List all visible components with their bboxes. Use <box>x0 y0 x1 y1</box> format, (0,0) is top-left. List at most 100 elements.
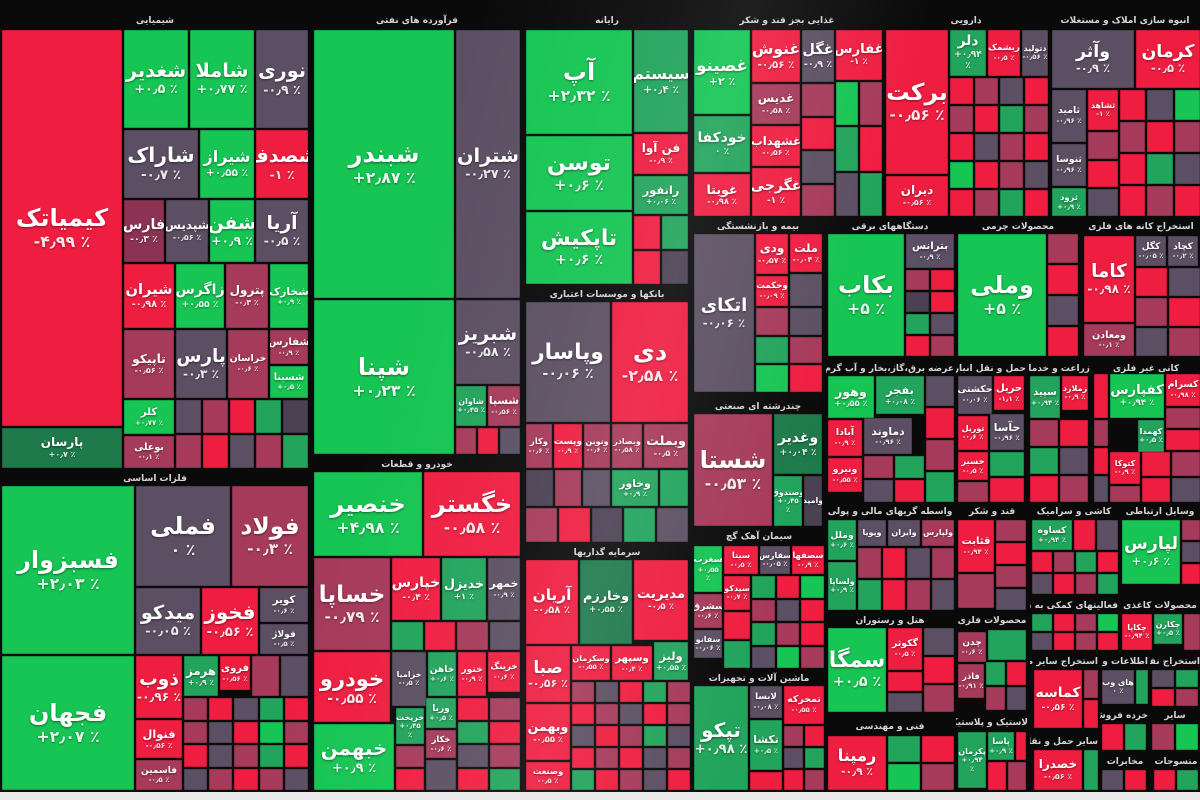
stock-tile-filler[interactable] <box>802 184 834 216</box>
stock-tile-filler[interactable] <box>1177 770 1198 790</box>
stock-tile-chem[interactable]: شاراک -۰٫۷ ٪ <box>124 130 198 198</box>
stock-tile-filler[interactable] <box>657 508 688 542</box>
stock-tile-paper[interactable]: چکارن +۰٫۵ ٪ <box>1154 614 1182 644</box>
stock-tile-filler[interactable] <box>790 365 822 392</box>
stock-tile-food[interactable]: غگل -۰٫۹ ٪ <box>802 30 834 82</box>
stock-tile-investments[interactable]: وصنعت -۰٫۵ ٪ <box>526 762 570 790</box>
stock-tile-filler[interactable] <box>1166 430 1200 450</box>
stock-tile-filler[interactable] <box>1076 614 1096 631</box>
stock-tile-filler[interactable] <box>596 704 618 724</box>
stock-tile-filler[interactable] <box>1102 724 1123 750</box>
stock-tile-filler[interactable] <box>858 548 881 578</box>
stock-tile-real-estate[interactable]: ثامید -۰٫۹۶ ٪ <box>1052 90 1086 142</box>
stock-tile-filler[interactable] <box>1176 670 1198 687</box>
stock-tile-conglomerate[interactable]: وامید <box>804 476 822 526</box>
stock-tile-filler[interactable] <box>776 576 800 598</box>
stock-tile-filler[interactable] <box>478 428 498 454</box>
stock-tile-rubber-plastic[interactable]: پاسا +۰٫۹ ٪ <box>988 732 1014 760</box>
stock-tile-chem[interactable]: شفن +۰٫۹ ٪ <box>210 200 254 262</box>
stock-tile-filler[interactable] <box>583 470 610 506</box>
stock-tile-filler[interactable] <box>1098 633 1118 650</box>
stock-tile-filler[interactable] <box>572 748 594 768</box>
stock-tile-filler[interactable] <box>1025 106 1048 132</box>
stock-tile-filler[interactable] <box>931 336 954 356</box>
stock-tile-banks[interactable]: وپاسار -۰٫۰۶ ٪ <box>526 302 610 422</box>
stock-tile-filler[interactable] <box>1174 186 1200 216</box>
stock-tile-chem[interactable]: پارسان +۰٫۷ ٪ <box>2 428 122 468</box>
stock-tile-oil-products[interactable]: شبندر +۲٫۸۷ ٪ <box>314 30 454 298</box>
stock-tile-filler[interactable] <box>784 770 803 790</box>
stock-tile-investments[interactable]: وخارزم +۰٫۵۵ ٪ <box>580 560 632 644</box>
stock-tile-real-estate[interactable]: کرمان -۰٫۵ ٪ <box>1136 30 1200 88</box>
stock-tile-filler[interactable] <box>1147 90 1173 120</box>
stock-tile-filler[interactable] <box>1142 452 1170 476</box>
stock-tile-filler[interactable] <box>1030 420 1058 446</box>
stock-tile-machinery[interactable]: تپکو +۰٫۹۸ ٪ <box>694 686 748 790</box>
stock-tile-filler[interactable] <box>1076 552 1096 572</box>
stock-tile-base-metals[interactable]: فسبزوار +۲٫۰۳ ٪ <box>2 486 134 654</box>
stock-tile-filler[interactable] <box>259 745 283 767</box>
stock-tile-food[interactable]: خودکفا ۰ ٪ <box>694 116 750 172</box>
stock-tile-filler[interactable] <box>558 508 590 542</box>
stock-tile-filler[interactable] <box>996 520 1026 541</box>
stock-tile-chem[interactable]: کلر +۰٫۷۷ ٪ <box>124 400 174 434</box>
stock-tile-filler[interactable] <box>1147 154 1173 184</box>
stock-tile-auto[interactable]: خاهن +۰٫۶ ٪ <box>428 652 456 696</box>
stock-tile-filler[interactable] <box>750 772 782 790</box>
stock-tile-filler[interactable] <box>202 435 228 468</box>
stock-tile-machinery[interactable]: تمحرکه -۰٫۵۵ ٪ <box>784 686 824 724</box>
stock-tile-filler[interactable] <box>1088 160 1118 188</box>
stock-tile-oil-products[interactable]: شسپا -۰٫۵۶ ٪ <box>488 386 520 426</box>
stock-tile-filler[interactable] <box>776 623 800 645</box>
stock-tile-filler[interactable] <box>1060 448 1088 474</box>
stock-tile-conglomerate[interactable]: وصندوق +۰٫۴۵ ٪ <box>774 476 802 526</box>
stock-tile-filler[interactable] <box>1136 268 1167 296</box>
stock-tile-filler[interactable] <box>756 336 788 364</box>
stock-tile-metal-products[interactable]: چدن -۰٫۶ ٪ <box>958 632 986 662</box>
stock-tile-filler[interactable] <box>490 745 520 767</box>
stock-tile-chem[interactable]: بوعلی -۰٫۱ ٪ <box>124 436 174 468</box>
stock-tile-filler[interactable] <box>860 82 882 126</box>
stock-tile-food[interactable]: غدیس -۰٫۵۸ ٪ <box>752 84 800 124</box>
stock-tile-filler[interactable] <box>864 456 893 478</box>
stock-tile-filler[interactable] <box>1176 689 1198 706</box>
stock-tile-filler[interactable] <box>490 721 520 743</box>
stock-tile-banks[interactable]: وخاور +۰٫۹ ٪ <box>612 470 658 506</box>
stock-tile-filler[interactable] <box>802 117 834 149</box>
stock-tile-banks[interactable]: ونوین -۰٫۶ ٪ <box>584 424 610 468</box>
stock-tile-filler[interactable] <box>1120 186 1146 216</box>
stock-tile-filler[interactable] <box>990 478 1024 502</box>
stock-tile-filler[interactable] <box>790 274 822 306</box>
stock-tile-filler[interactable] <box>634 216 660 249</box>
stock-tile-filler[interactable] <box>526 508 557 542</box>
stock-tile-filler[interactable] <box>283 435 308 468</box>
stock-tile-chem[interactable]: شغدیر +۰٫۵ ٪ <box>124 30 188 128</box>
stock-tile-insurance[interactable]: اتکای -۰٫۰۶ ٪ <box>694 234 754 392</box>
stock-tile-filler[interactable] <box>458 721 488 743</box>
stock-tile-filler[interactable] <box>1110 486 1140 502</box>
stock-tile-food[interactable]: غگرجی -۱ ٪ <box>752 168 800 216</box>
stock-tile-filler[interactable] <box>1174 154 1200 184</box>
stock-tile-filler[interactable] <box>458 768 488 790</box>
stock-tile-filler[interactable] <box>996 566 1026 587</box>
stock-tile-filler[interactable] <box>1184 614 1200 650</box>
stock-tile-filler[interactable] <box>1000 106 1023 132</box>
stock-tile-filler[interactable] <box>490 768 520 790</box>
stock-tile-filler[interactable] <box>1032 574 1052 594</box>
stock-tile-filler[interactable] <box>1032 614 1052 631</box>
stock-tile-filler[interactable] <box>724 612 750 639</box>
stock-tile-transport[interactable]: حکشتی -۰٫۰۶ ٪ <box>958 376 992 414</box>
stock-tile-filler[interactable] <box>259 768 283 790</box>
stock-tile-filler[interactable] <box>202 400 228 433</box>
stock-tile-chem[interactable]: شیران -۰٫۹۸ ٪ <box>124 264 174 328</box>
stock-tile-chem[interactable]: شخارک +۰٫۹ ٪ <box>270 264 308 328</box>
stock-tile-tiles-ceramics[interactable]: کساوه +۰٫۹۴ ٪ <box>1032 520 1072 550</box>
stock-tile-transport[interactable]: حآسا -۰٫۹۶ ٪ <box>990 414 1024 450</box>
stock-tile-filler[interactable] <box>644 704 666 724</box>
stock-tile-filler[interactable] <box>895 480 924 502</box>
stock-tile-filler[interactable] <box>756 308 788 335</box>
stock-tile-filler[interactable] <box>596 726 618 746</box>
stock-tile-base-metals[interactable]: هرمز +۰٫۹ ٪ <box>184 656 218 696</box>
stock-tile-filler[interactable] <box>776 599 800 621</box>
stock-tile-investments[interactable]: وسپهر -۰٫۴ ٪ <box>612 646 652 680</box>
